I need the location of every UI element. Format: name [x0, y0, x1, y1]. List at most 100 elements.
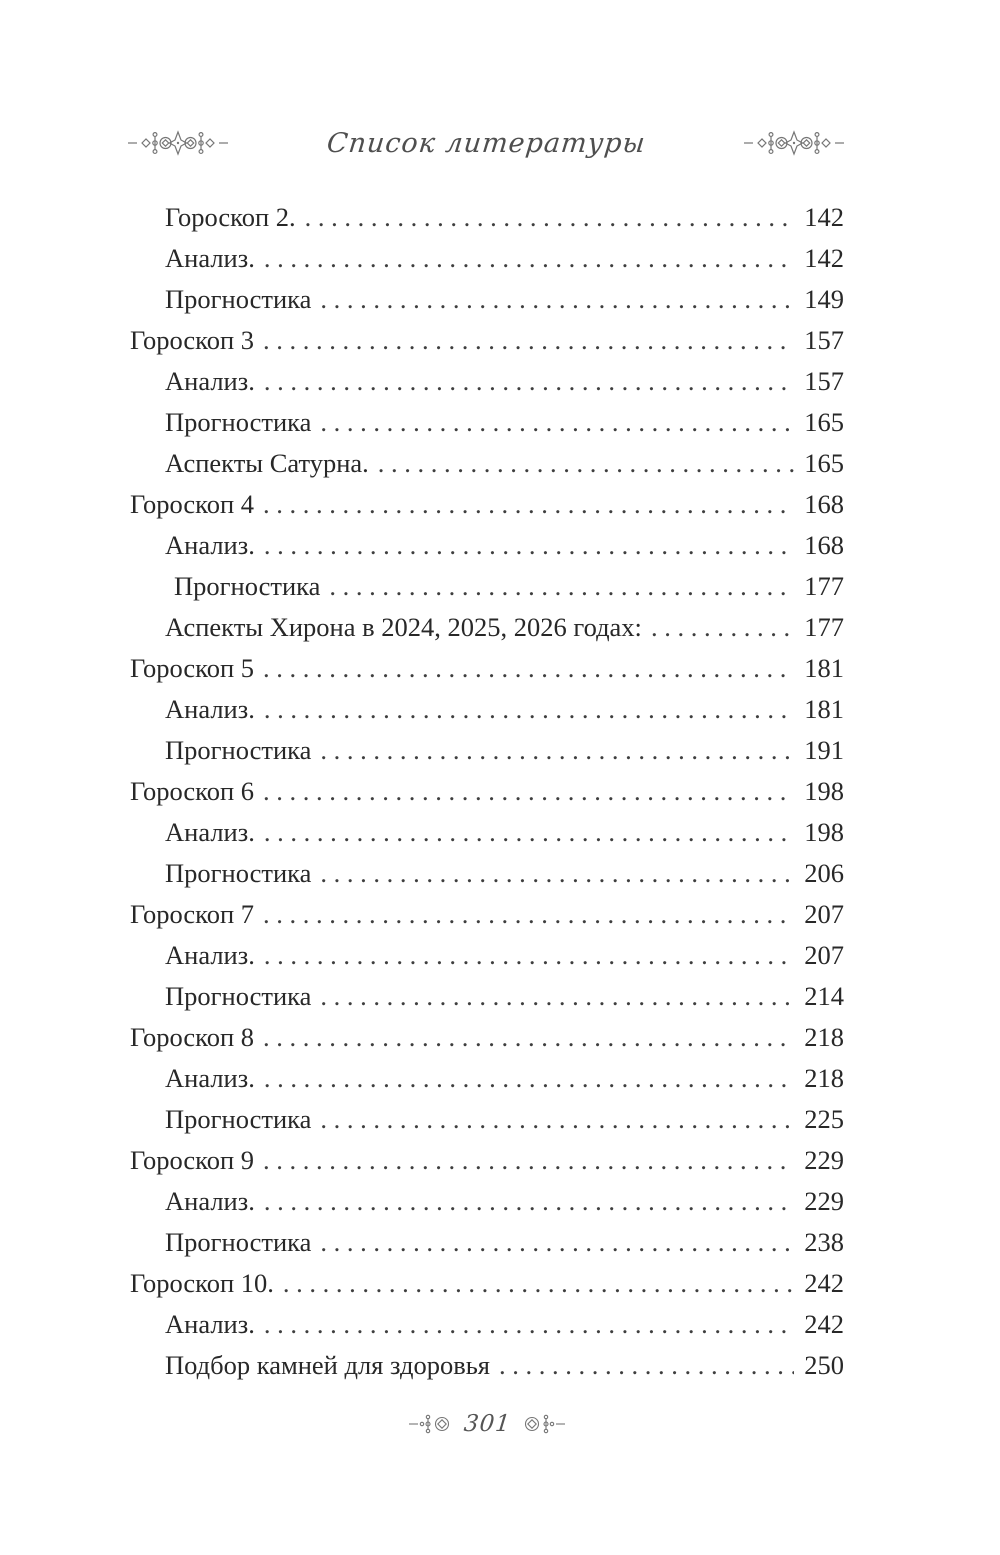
- toc-entry: Анализ. . . . . . . . . . . . . . . . . …: [130, 525, 844, 566]
- toc-dot-leader: . . . . . . . . . . . . . . . . . . . . …: [263, 653, 794, 683]
- toc-entry-page-number: 181: [804, 694, 844, 724]
- toc-entry-page-number: 250: [804, 1350, 844, 1380]
- toc-dot-leader: . . . . . . . . . . . . . . . . . . . . …: [499, 1350, 794, 1380]
- toc-dot-leader: . . . . . . . . . . . . . . . . . . . . …: [263, 1063, 794, 1093]
- toc-entry: Аспекты Хирона в 2024, 2025, 2026 годах:…: [130, 607, 844, 648]
- toc-dot-leader: . . . . . . . . . . . . . . . . . . . . …: [263, 1022, 794, 1052]
- toc-entry: Анализ. . . . . . . . . . . . . . . . . …: [130, 689, 844, 730]
- toc-entry-page-number: 165: [804, 448, 844, 478]
- toc-entry-page-number: 165: [804, 407, 844, 437]
- page-title: Список литературы: [325, 127, 647, 159]
- toc-entry-page-number: 168: [804, 489, 844, 519]
- toc-entry-page-number: 218: [804, 1022, 844, 1052]
- toc-dot-leader: . . . . . . . . . . . . . . . . . . . . …: [263, 817, 794, 847]
- toc-entry-label: Прогностика: [165, 407, 312, 437]
- toc-dot-leader: . . . . . . . . . . . . . . . . . . . . …: [320, 284, 794, 314]
- toc-entry-label: Анализ.: [165, 940, 255, 970]
- toc-entry-page-number: 142: [804, 243, 844, 273]
- toc-entry-label: Анализ.: [165, 366, 255, 396]
- toc-entry-page-number: 181: [804, 653, 844, 683]
- footer-ornament-right-icon: [519, 1414, 566, 1434]
- toc-entry-label: Гороскоп 10.: [130, 1268, 274, 1298]
- toc-dot-leader: . . . . . . . . . . . . . . . . . . . . …: [377, 448, 794, 478]
- toc-entry: Анализ. . . . . . . . . . . . . . . . . …: [130, 238, 844, 279]
- toc-entry-label: Анализ.: [165, 694, 255, 724]
- toc-entry-label: Аспекты Хирона в 2024, 2025, 2026 годах:: [165, 612, 642, 642]
- toc-dot-leader: . . . . . . . . . . . . . . . . . . . . …: [329, 571, 794, 601]
- toc-dot-leader: . . . . . . . . . . . . . . . . . . . . …: [320, 407, 794, 437]
- toc-entry-label: Гороскоп 3: [130, 325, 254, 355]
- toc-entry-page-number: 207: [804, 940, 844, 970]
- toc-entry: Анализ. . . . . . . . . . . . . . . . . …: [130, 361, 844, 402]
- toc-entry-page-number: 242: [804, 1268, 844, 1298]
- toc-entry-label: Прогностика: [165, 981, 312, 1011]
- toc-entry: Подбор камней для здоровья . . . . . . .…: [130, 1345, 844, 1386]
- toc-dot-leader: . . . . . . . . . . . . . . . . . . . . …: [263, 694, 794, 724]
- toc-entry-page-number: 238: [804, 1227, 844, 1257]
- toc-dot-leader: . . . . . . . . . . . . . . . . . . . . …: [263, 1145, 794, 1175]
- toc-entry-page-number: 229: [804, 1186, 844, 1216]
- toc-dot-leader: . . . . . . . . . . . . . . . . . . . . …: [263, 489, 794, 519]
- toc-entry: Гороскоп 4 . . . . . . . . . . . . . . .…: [130, 484, 844, 525]
- toc-entry: Гороскоп 9 . . . . . . . . . . . . . . .…: [130, 1140, 844, 1181]
- toc-entry: Прогностика . . . . . . . . . . . . . . …: [130, 853, 844, 894]
- toc-entry-label: Гороскоп 7: [130, 899, 254, 929]
- divider-ornament-right-icon: [743, 130, 844, 156]
- toc-entry-page-number: 225: [804, 1104, 844, 1134]
- toc-entry-label: Анализ.: [165, 817, 255, 847]
- toc-entry-label: Гороскоп 8: [130, 1022, 254, 1052]
- toc-entry: Гороскоп 3 . . . . . . . . . . . . . . .…: [130, 320, 844, 361]
- toc-entry-page-number: 229: [804, 1145, 844, 1175]
- toc-dot-leader: . . . . . . . . . . . . . . . . . . . . …: [320, 858, 794, 888]
- page-header: Список литературы: [128, 122, 844, 164]
- toc-entry: Гороскоп 5 . . . . . . . . . . . . . . .…: [130, 648, 844, 689]
- toc-entry-page-number: 206: [804, 858, 844, 888]
- toc-entry: Анализ. . . . . . . . . . . . . . . . . …: [130, 1058, 844, 1099]
- page-footer: 301: [130, 1406, 844, 1442]
- toc-entry-label: Гороскоп 4: [130, 489, 254, 519]
- toc-entry: Прогностика . . . . . . . . . . . . . . …: [130, 402, 844, 443]
- table-of-contents: Гороскоп 2. . . . . . . . . . . . . . . …: [130, 197, 844, 1386]
- toc-dot-leader: . . . . . . . . . . . . . . . . . . . . …: [320, 1227, 794, 1257]
- toc-dot-leader: . . . . . . . . . . . . . . . . . . . . …: [320, 1104, 794, 1134]
- toc-entry-label: Гороскоп 5: [130, 653, 254, 683]
- toc-entry-label: Анализ.: [165, 243, 255, 273]
- toc-entry-label: Гороскоп 6: [130, 776, 254, 806]
- toc-entry-label: Подбор камней для здоровья: [165, 1350, 491, 1380]
- toc-entry: Гороскоп 6 . . . . . . . . . . . . . . .…: [130, 771, 844, 812]
- toc-entry-page-number: 157: [804, 325, 844, 355]
- toc-entry: Гороскоп 2. . . . . . . . . . . . . . . …: [130, 197, 844, 238]
- divider-ornament-left-icon: [128, 130, 228, 156]
- toc-entry: Аспекты Сатурна. . . . . . . . . . . . .…: [130, 443, 844, 484]
- toc-entry-label: Прогностика: [165, 1104, 312, 1134]
- toc-entry-label: Анализ.: [165, 1309, 255, 1339]
- toc-entry-label: Анализ.: [165, 530, 255, 560]
- footer-ornament-left-icon: [408, 1414, 455, 1434]
- toc-dot-leader: . . . . . . . . . . . . . . . . . . . . …: [263, 366, 794, 396]
- toc-dot-leader: . . . . . . . . . . . . . . . . . . . . …: [650, 612, 794, 642]
- toc-entry: Прогностика . . . . . . . . . . . . . . …: [130, 730, 844, 771]
- toc-entry-label: Прогностика: [165, 858, 312, 888]
- toc-entry-page-number: 157: [804, 366, 844, 396]
- toc-entry-label: Гороскоп 9: [130, 1145, 254, 1175]
- toc-dot-leader: . . . . . . . . . . . . . . . . . . . . …: [263, 325, 794, 355]
- toc-entry: Анализ. . . . . . . . . . . . . . . . . …: [130, 1181, 844, 1222]
- toc-entry-page-number: 142: [804, 202, 844, 232]
- toc-dot-leader: . . . . . . . . . . . . . . . . . . . . …: [282, 1268, 794, 1298]
- toc-entry-label: Прогностика: [174, 571, 321, 601]
- toc-entry-label: Прогностика: [165, 735, 312, 765]
- toc-entry: Анализ. . . . . . . . . . . . . . . . . …: [130, 812, 844, 853]
- toc-dot-leader: . . . . . . . . . . . . . . . . . . . . …: [320, 981, 794, 1011]
- toc-entry: Гороскоп 8 . . . . . . . . . . . . . . .…: [130, 1017, 844, 1058]
- toc-dot-leader: . . . . . . . . . . . . . . . . . . . . …: [263, 776, 794, 806]
- toc-entry: Прогностика . . . . . . . . . . . . . . …: [130, 279, 844, 320]
- toc-entry-page-number: 242: [804, 1309, 844, 1339]
- toc-entry: Анализ. . . . . . . . . . . . . . . . . …: [130, 1304, 844, 1345]
- page-number: 301: [462, 1411, 512, 1437]
- toc-entry-page-number: 177: [804, 612, 844, 642]
- toc-entry-label: Аспекты Сатурна.: [165, 448, 369, 478]
- toc-dot-leader: . . . . . . . . . . . . . . . . . . . . …: [263, 530, 794, 560]
- toc-dot-leader: . . . . . . . . . . . . . . . . . . . . …: [263, 1309, 794, 1339]
- toc-entry-page-number: 191: [804, 735, 844, 765]
